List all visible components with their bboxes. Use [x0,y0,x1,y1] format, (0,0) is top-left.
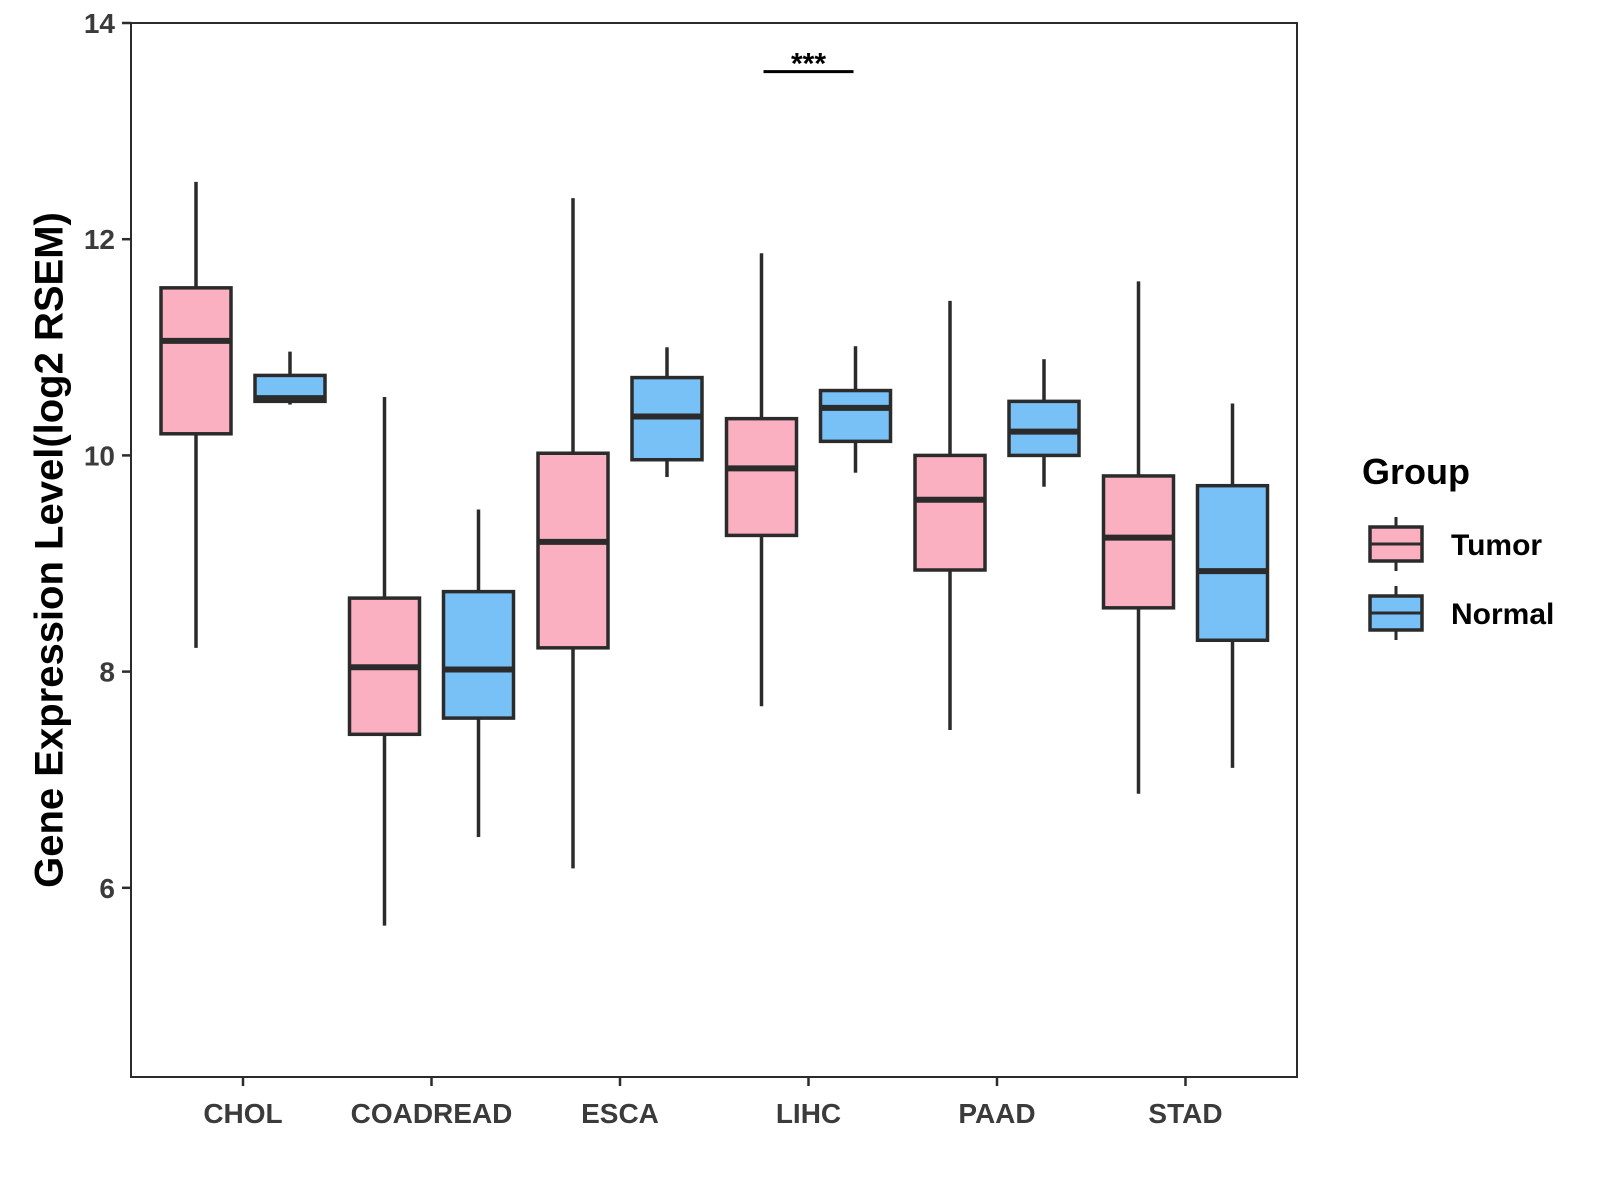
x-tick-label: ESCA [581,1098,659,1129]
plot-panel-border [130,22,1298,1078]
box-tumor-esca [536,198,610,869]
legend: Group Tumor Normal [1362,451,1554,640]
legend-item-tumor: Tumor [1368,517,1542,571]
box-iqr [1101,474,1176,610]
legend-label: Normal [1451,598,1554,631]
box-normal-chol [253,351,327,405]
y-tick-label: 14 [84,8,116,39]
significance-label: *** [791,48,826,81]
y-tick-label: 12 [84,224,115,255]
box-iqr [441,589,516,720]
box-normal-paad [1007,359,1081,487]
box-normal-stad [1195,403,1270,768]
box-iqr [724,416,799,538]
box-iqr [1007,399,1081,458]
y-axis: 6 8 10 12 14 [84,8,131,904]
x-tick-label: STAD [1148,1098,1222,1129]
y-tick-label: 6 [99,873,115,904]
legend-title: Group [1362,451,1470,492]
legend-label: Tumor [1451,529,1542,562]
box-tumor-chol [159,181,233,648]
box-tumor-lihc [724,253,799,707]
x-axis: CHOL COADREAD ESCA LIHC PAAD STAD [203,1077,1223,1129]
x-tick-label: PAAD [958,1098,1035,1129]
significance-annotations: *** [763,48,854,81]
y-tick-label: 10 [84,440,115,471]
legend-item-normal: Normal [1368,586,1554,640]
x-tick-label: LIHC [776,1098,841,1129]
box-iqr [159,286,233,436]
x-tick-label: COADREAD [351,1098,513,1129]
box-series [159,181,1270,926]
box-tumor-paad [913,300,987,730]
plot-panel [130,22,1298,1078]
y-tick-label: 8 [99,657,115,688]
box-iqr [536,451,610,650]
box-iqr [1195,483,1270,643]
box-iqr [818,388,893,444]
box-normal-coadread [441,509,516,838]
y-axis-title: Gene Expression Level(log2 RSEM) [28,212,72,888]
box-tumor-coadread [347,397,422,926]
box-iqr [913,453,987,572]
x-tick-label: CHOL [203,1098,282,1129]
box-normal-lihc [818,346,893,473]
box-normal-esca [630,347,704,478]
box-tumor-stad [1101,281,1176,794]
